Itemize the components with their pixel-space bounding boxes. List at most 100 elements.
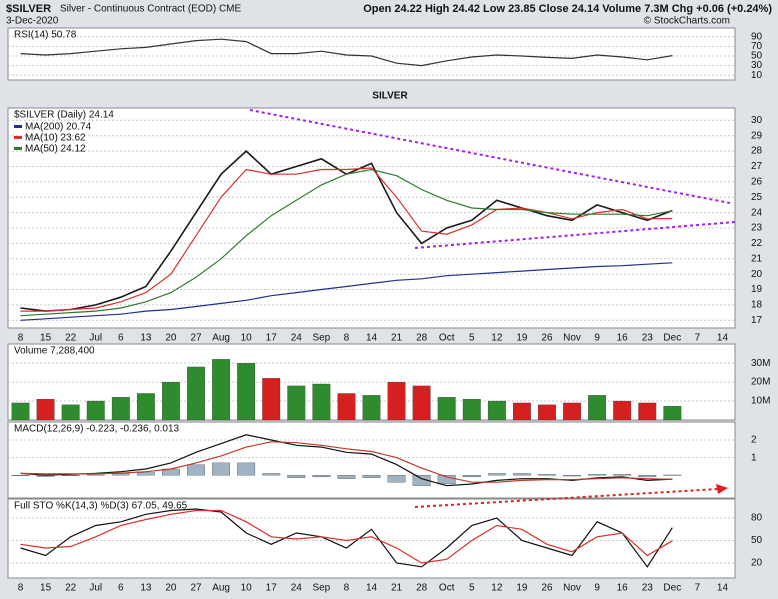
x-tick-label: 28 (416, 333, 428, 344)
bar (36, 399, 55, 421)
bar (262, 378, 281, 421)
x-tick-label: 9 (594, 333, 600, 344)
bar (362, 475, 381, 478)
x-tick-label: 26 (541, 583, 553, 594)
x-tick-label: 5 (469, 333, 475, 344)
bar (512, 402, 531, 421)
bar (61, 475, 80, 476)
x-tick-label: 17 (266, 333, 278, 344)
bar (312, 475, 331, 478)
bar (412, 385, 431, 421)
x-tick-label: Oct (439, 333, 455, 344)
bar (212, 462, 231, 476)
x-tick-label: 8 (344, 333, 350, 344)
x-tick-label: Jul (89, 583, 102, 594)
y-tick-label: 26 (751, 176, 763, 187)
x-tick-label: 19 (516, 333, 528, 344)
title: Silver - Continuous Contract (EOD) CME (60, 4, 241, 15)
x-tick-label: 6 (118, 583, 124, 594)
bar (362, 395, 381, 421)
bar (487, 400, 506, 421)
y-tick-label: 20 (751, 269, 763, 280)
x-tick-label: 13 (140, 333, 152, 344)
x-tick-label: 12 (491, 583, 503, 594)
bar (136, 393, 155, 421)
y-tick-label: 19 (751, 284, 763, 295)
x-tick-label: 24 (291, 333, 303, 344)
y-tick-label: 90 (751, 31, 763, 42)
bar (512, 473, 531, 476)
x-tick-label: 21 (391, 583, 403, 594)
quote: Open 24.22 High 24.42 Low 23.85 Close 24… (363, 3, 772, 15)
bar (212, 359, 231, 421)
bar (487, 473, 506, 476)
x-tick-label: 14 (366, 583, 378, 594)
legend-label: MA(50) 24.12 (25, 144, 86, 155)
x-tick-label: Dec (663, 333, 681, 344)
panel (7, 421, 736, 499)
y-tick-label: 25 (751, 192, 763, 203)
series-line (20, 38, 673, 67)
bar (563, 402, 581, 421)
bar (663, 474, 682, 476)
bar (61, 404, 80, 421)
panel-title: $SILVER (Daily) 24.14 (14, 110, 114, 121)
bar (437, 475, 456, 485)
x-tick-label: 8 (344, 583, 350, 594)
bar (437, 397, 456, 421)
x-tick-label: 28 (416, 583, 428, 594)
bar (638, 402, 657, 421)
bar (111, 473, 130, 476)
x-tick-label: 14 (717, 333, 729, 344)
y-tick-label: 22 (751, 238, 763, 249)
bar (337, 393, 356, 421)
panel (7, 107, 736, 329)
x-tick-label: Aug (212, 583, 230, 594)
symbol: $SILVER (6, 3, 51, 15)
bar (11, 475, 30, 476)
legend-swatch (14, 125, 22, 128)
bar (187, 366, 205, 421)
y-tick-label: 1 (751, 452, 757, 463)
y-tick-label: 30M (751, 358, 770, 369)
x-tick-label: 14 (717, 583, 729, 594)
y-tick-label: 30 (751, 115, 763, 126)
x-tick-label: 16 (617, 583, 629, 594)
bar (412, 475, 431, 486)
x-tick-label: 8 (18, 333, 24, 344)
y-tick-label: 50 (751, 535, 763, 546)
y-tick-label: 21 (751, 253, 763, 264)
panel-title: MACD(12,26,9) -0.223, -0.236, 0.013 (14, 424, 180, 435)
bar (563, 475, 581, 477)
bar (237, 363, 256, 421)
y-tick-label: 27 (751, 161, 763, 172)
legend-label: MA(10) 23.62 (25, 133, 86, 144)
y-tick-label: 10M (751, 396, 770, 407)
x-tick-label: 22 (65, 583, 77, 594)
series-line (20, 262, 673, 321)
bar (162, 381, 180, 421)
series-line (20, 167, 673, 312)
x-tick-label: 15 (40, 333, 52, 344)
bar (337, 475, 356, 479)
x-tick-label: Jul (89, 333, 102, 344)
x-tick-label: 15 (40, 583, 52, 594)
x-tick-label: Aug (212, 333, 230, 344)
x-tick-label: 10 (241, 583, 253, 594)
x-tick-label: Sep (312, 333, 330, 344)
panel-title: RSI(14) 50.78 (14, 30, 77, 41)
x-tick-label: 12 (491, 333, 503, 344)
bar (86, 474, 105, 476)
bar (613, 400, 632, 421)
x-tick-label: 7 (695, 333, 701, 344)
y-tick-label: 23 (751, 223, 763, 234)
legend-label: MA(200) 20.74 (25, 122, 92, 133)
copyright: © StockCharts.com (644, 16, 730, 27)
bar (86, 400, 105, 421)
x-tick-label: 17 (266, 583, 278, 594)
y-tick-label: 29 (751, 130, 763, 141)
x-tick-label: 24 (291, 583, 303, 594)
x-tick-label: Nov (563, 333, 581, 344)
x-tick-label: 16 (617, 333, 629, 344)
